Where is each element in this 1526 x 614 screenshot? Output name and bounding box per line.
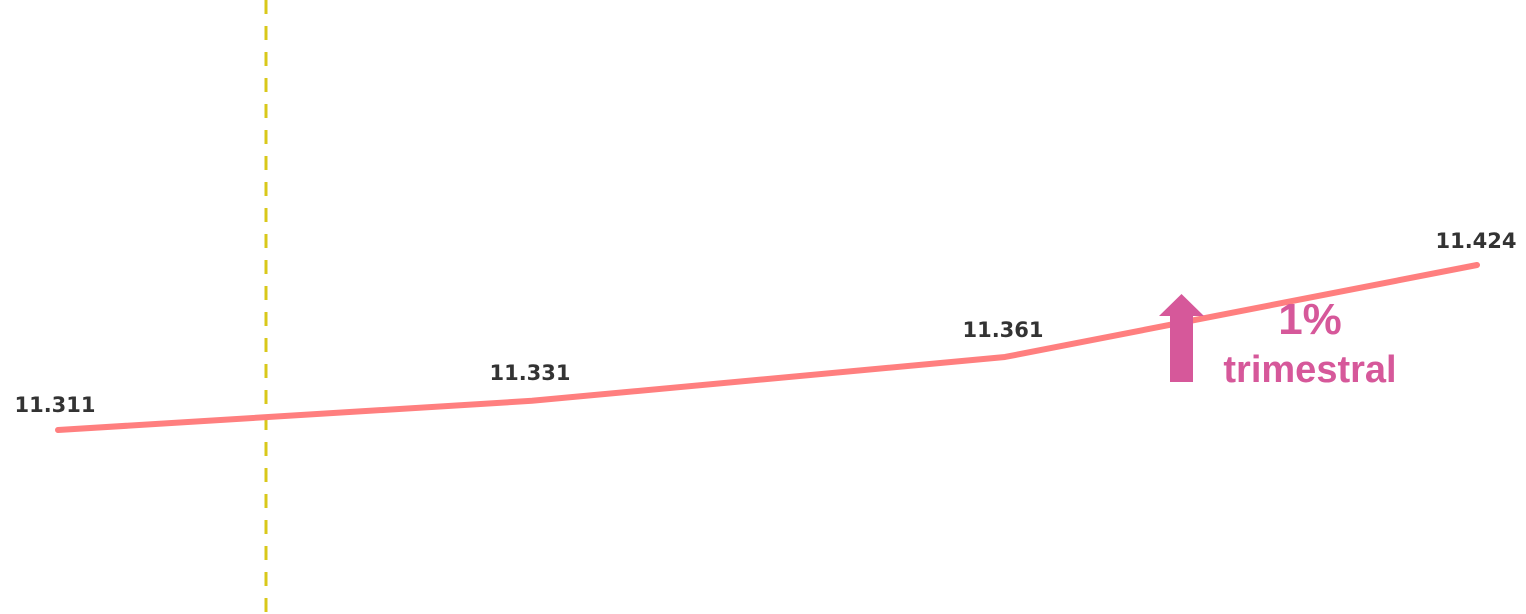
data-label-2: 11.361 <box>962 318 1043 342</box>
series-line <box>55 262 1480 433</box>
growth-annotation: 1% trimestral <box>1159 294 1397 391</box>
data-label-3: 11.424 <box>1435 229 1516 253</box>
data-labels: 11.311 11.331 11.361 11.424 <box>14 229 1516 417</box>
annotation-period: trimestral <box>1223 349 1396 391</box>
up-arrow-icon <box>1159 294 1204 382</box>
annotation-percent: 1% <box>1278 295 1342 344</box>
data-label-1: 11.331 <box>489 361 570 385</box>
data-label-0: 11.311 <box>14 393 95 417</box>
